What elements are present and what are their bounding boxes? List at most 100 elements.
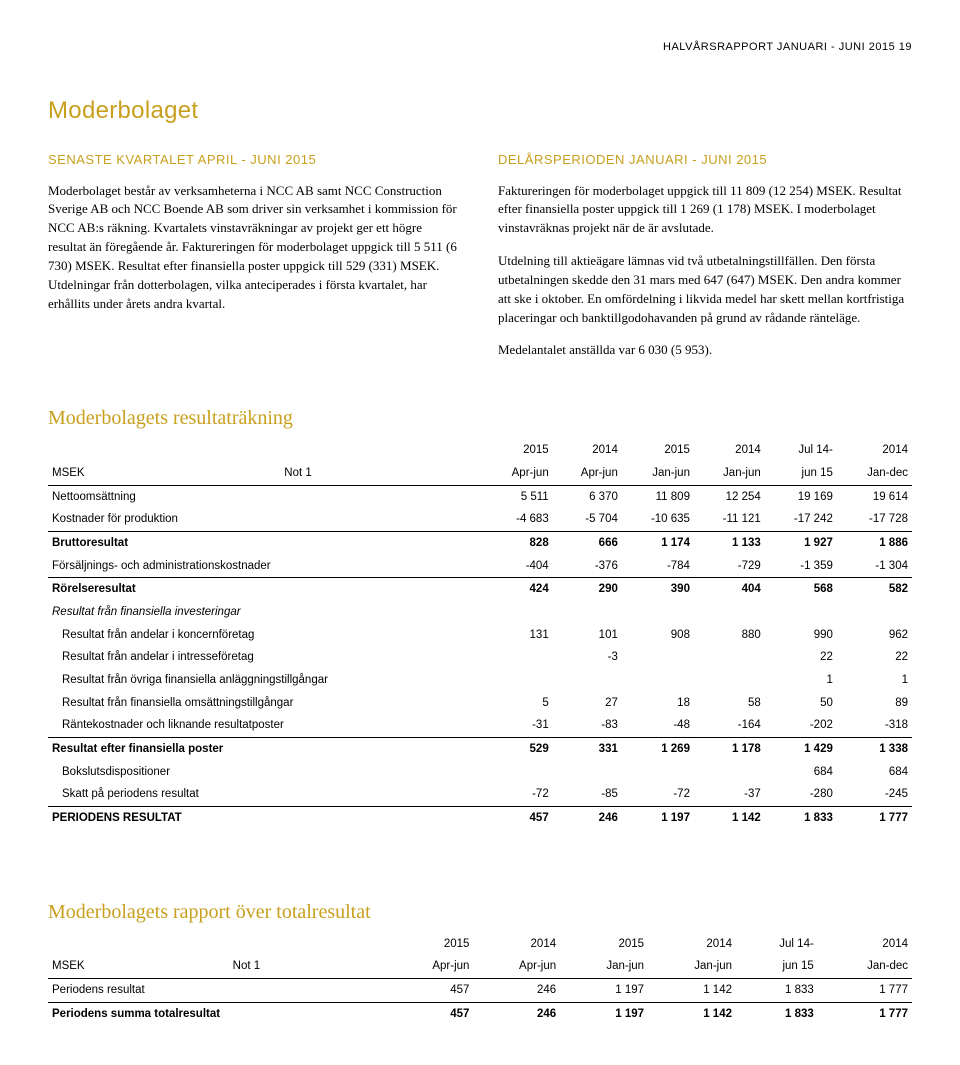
table-row: Periodens summa totalresultat4572461 197… (48, 1002, 912, 1025)
cell-value: 582 (837, 578, 912, 601)
row-label: Bokslutsdispositioner (48, 761, 484, 784)
cell-value (622, 646, 694, 669)
col-header-year: Jul 14- (736, 933, 818, 956)
cell-value: 1 777 (818, 979, 912, 1003)
row-label: Resultat från finansiella omsättningstil… (48, 692, 484, 715)
cell-value: 1 429 (765, 738, 837, 761)
col-header-year: 2014 (694, 439, 765, 462)
cell-value: 6 370 (553, 485, 622, 508)
cell-value: 27 (553, 692, 622, 715)
row-label: Skatt på periodens resultat (48, 783, 484, 806)
table-head: 2015 2014 2015 2014 Jul 14- 2014 MSEK No… (48, 439, 912, 485)
cell-value: 11 809 (622, 485, 694, 508)
col-header-period: Jan-jun (560, 955, 648, 978)
table-row: Periodens resultat4572461 1971 1421 8331… (48, 979, 912, 1003)
cell-value: -37 (694, 783, 765, 806)
cell-value: 331 (553, 738, 622, 761)
table-row: Rörelseresultat424290390404568582 (48, 578, 912, 601)
table-row: Bokslutsdispositioner684684 (48, 761, 912, 784)
table-row: Resultat efter finansiella poster5293311… (48, 738, 912, 761)
cell-value: -729 (694, 555, 765, 578)
right-subheading: DELÅRSPERIODEN JANUARI - JUNI 2015 (498, 151, 912, 170)
cell-value: -48 (622, 714, 694, 737)
cell-value (694, 646, 765, 669)
cell-value: 568 (765, 578, 837, 601)
main-title: Moderbolaget (48, 94, 912, 129)
cell-value: 1 197 (622, 807, 694, 830)
cell-value: 1 142 (648, 979, 736, 1003)
cell-value: 131 (484, 624, 553, 647)
cell-value: -784 (622, 555, 694, 578)
cell-value (694, 761, 765, 784)
row-label: Försäljnings- och administrationskostnad… (48, 555, 484, 578)
cell-value (484, 669, 553, 692)
table-row: Bruttoresultat8286661 1741 1331 9271 886 (48, 532, 912, 555)
row-label: Resultat efter finansiella poster (48, 738, 484, 761)
col-header-note: Not 1 (229, 955, 387, 978)
col-header-period: Jan-jun (694, 462, 765, 485)
col-header-year: 2015 (387, 933, 474, 956)
cell-value: -404 (484, 555, 553, 578)
cell-value: -72 (622, 783, 694, 806)
cell-value: -376 (553, 555, 622, 578)
row-label: Resultat från finansiella investeringar (48, 601, 484, 624)
cell-value (553, 761, 622, 784)
row-label: Bruttoresultat (48, 532, 484, 555)
col-header-year: 2015 (484, 439, 553, 462)
left-paragraph-1: Moderbolaget består av verksamheterna i … (48, 182, 462, 314)
col-header-blank (229, 933, 387, 956)
cell-value: 962 (837, 624, 912, 647)
cell-value: 1 777 (818, 1002, 912, 1025)
col-header-year: 2015 (560, 933, 648, 956)
cell-value: 19 614 (837, 485, 912, 508)
cell-value: 1 927 (765, 532, 837, 555)
cell-value: 22 (837, 646, 912, 669)
cell-value: 684 (837, 761, 912, 784)
cell-value: -17 728 (837, 508, 912, 531)
cell-value: 1 833 (765, 807, 837, 830)
table-row: Resultat från andelar i intresseföretag-… (48, 646, 912, 669)
cell-value: 424 (484, 578, 553, 601)
col-header-year: 2015 (622, 439, 694, 462)
cell-value: -280 (765, 783, 837, 806)
cell-value (622, 761, 694, 784)
col-header-year: 2014 (473, 933, 560, 956)
cell-value: 1 142 (694, 807, 765, 830)
col-header-blank (48, 439, 280, 462)
col-header-year: Jul 14- (765, 439, 837, 462)
cell-value: -17 242 (765, 508, 837, 531)
cell-value (765, 601, 837, 624)
table-row: Nettoomsättning5 5116 37011 80912 25419 … (48, 485, 912, 508)
two-column-text: SENASTE KVARTALET APRIL - JUNI 2015 Mode… (48, 151, 912, 375)
right-paragraph-3: Medelantalet anställda var 6 030 (5 953)… (498, 341, 912, 360)
table-row: Försäljnings- och administrationskostnad… (48, 555, 912, 578)
table-row: Resultat från finansiella omsättningstil… (48, 692, 912, 715)
cell-value: 1 269 (622, 738, 694, 761)
left-subheading: SENASTE KVARTALET APRIL - JUNI 2015 (48, 151, 462, 170)
row-label: Nettoomsättning (48, 485, 484, 508)
cell-value (484, 601, 553, 624)
col-header-year: 2014 (648, 933, 736, 956)
col-header-msek: MSEK (48, 955, 229, 978)
row-label: PERIODENS RESULTAT (48, 807, 484, 830)
cell-value: 246 (553, 807, 622, 830)
page-header: HALVÅRSRAPPORT JANUARI - JUNI 2015 19 (48, 40, 912, 56)
cell-value: -72 (484, 783, 553, 806)
cell-value: 290 (553, 578, 622, 601)
right-column: DELÅRSPERIODEN JANUARI - JUNI 2015 Faktu… (498, 151, 912, 375)
cell-value (622, 669, 694, 692)
cell-value (553, 669, 622, 692)
col-header-period: Jan-dec (818, 955, 912, 978)
row-label: Periodens resultat (48, 979, 387, 1003)
cell-value: 828 (484, 532, 553, 555)
cell-value: 1 886 (837, 532, 912, 555)
col-header-period: jun 15 (765, 462, 837, 485)
cell-value (553, 601, 622, 624)
cell-value: 101 (553, 624, 622, 647)
col-header-period: Jan-jun (648, 955, 736, 978)
cell-value: 990 (765, 624, 837, 647)
cell-value: 1 338 (837, 738, 912, 761)
cell-value: -1 304 (837, 555, 912, 578)
table-row: Resultat från finansiella investeringar (48, 601, 912, 624)
cell-value: 1 777 (837, 807, 912, 830)
